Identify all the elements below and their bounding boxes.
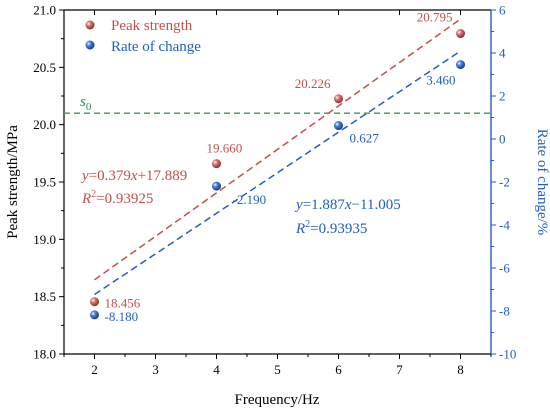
legend-marker-rate-of-change: [85, 40, 95, 50]
fit-line-peak-strength: [94, 18, 461, 281]
y-left-tick-label: 19.5: [33, 175, 56, 190]
point-peak-strength: [334, 94, 343, 104]
y-right-tick-label: 6: [499, 3, 506, 18]
fit-equation-rate-of-change: y=1.887x−11.005: [294, 197, 401, 213]
x-tick-label: 7: [396, 362, 403, 377]
data-label-peak-strength: 20.795: [417, 10, 453, 25]
data-labels: 18.456 19.660 20.226 20.795 -8.180 -2.190 0.62…: [105, 10, 456, 324]
data-label-rate-of-change: -2.190: [233, 192, 267, 207]
point-rate-of-change: [212, 181, 221, 191]
x-tick-label: 3: [152, 362, 159, 377]
legend-label-peak-strength: Peak strength: [111, 18, 193, 34]
y-axis-left: 18.0 18.5 19.0 19.5 20.0 20.5 21.0: [33, 3, 64, 362]
y-left-tick-label: 18.5: [33, 289, 56, 304]
data-label-peak-strength: 19.660: [207, 141, 243, 156]
data-label-peak-strength: 20.226: [295, 76, 331, 91]
x-tick-label: 4: [213, 362, 220, 377]
y-right-tick-label: -4: [499, 218, 510, 233]
x-tick-label: 6: [335, 362, 342, 377]
x-axis: 2 3 4 5 6 7 8: [63, 10, 492, 377]
y-left-tick-label: 19.0: [33, 232, 56, 247]
x-tick-label: 5: [274, 362, 281, 377]
legend: Peak strength Rate of change: [85, 18, 201, 55]
point-peak-strength: [212, 159, 221, 169]
reference-line-label: s0: [80, 94, 92, 113]
y-right-tick-label: -10: [499, 347, 516, 362]
y-right-tick-label: -6: [499, 261, 510, 276]
point-rate-of-change: [456, 60, 465, 70]
y-right-tick-label: -8: [499, 304, 510, 319]
x-tick-label: 8: [457, 362, 464, 377]
legend-marker-peak-strength: [85, 20, 95, 30]
y-axis-right: -10 -8 -6 -4 -2 0 2 4 6: [491, 3, 516, 362]
point-peak-strength: [90, 297, 99, 307]
fit-lines: [94, 18, 461, 296]
y-right-tick-label: -2: [499, 175, 510, 190]
fit-line-rate-of-change: [94, 50, 461, 296]
legend-label-rate-of-change: Rate of change: [111, 39, 201, 55]
y-left-tick-label: 21.0: [33, 3, 56, 18]
y-right-tick-label: 2: [499, 89, 506, 104]
x-axis-title: Frequency/Hz: [235, 392, 320, 408]
y-left-tick-label: 18.0: [33, 347, 56, 362]
fit-equation-peak-strength: y=0.379x+17.889: [80, 168, 187, 184]
y-left-tick-label: 20.0: [33, 117, 56, 132]
data-points: [90, 29, 465, 320]
data-label-peak-strength: 18.456: [105, 296, 141, 311]
point-rate-of-change: [90, 310, 99, 320]
data-label-rate-of-change: -8.180: [105, 309, 139, 324]
fit-r2-peak-strength: R2=0.93925: [81, 189, 153, 207]
y-axis-right-title: Rate of change/%: [534, 129, 550, 236]
point-peak-strength: [456, 29, 465, 39]
x-tick-label: 2: [91, 362, 98, 377]
fit-r2-rate-of-change: R2=0.93935: [295, 219, 367, 237]
y-left-tick-label: 20.5: [33, 60, 56, 75]
data-label-rate-of-change: 3.460: [426, 73, 455, 88]
y-axis-left-title: Peak strength/MPa: [5, 125, 21, 239]
y-right-tick-label: 4: [499, 46, 506, 61]
point-rate-of-change: [334, 121, 343, 131]
data-label-rate-of-change: 0.627: [350, 131, 380, 146]
y-right-tick-label: 0: [499, 132, 506, 147]
